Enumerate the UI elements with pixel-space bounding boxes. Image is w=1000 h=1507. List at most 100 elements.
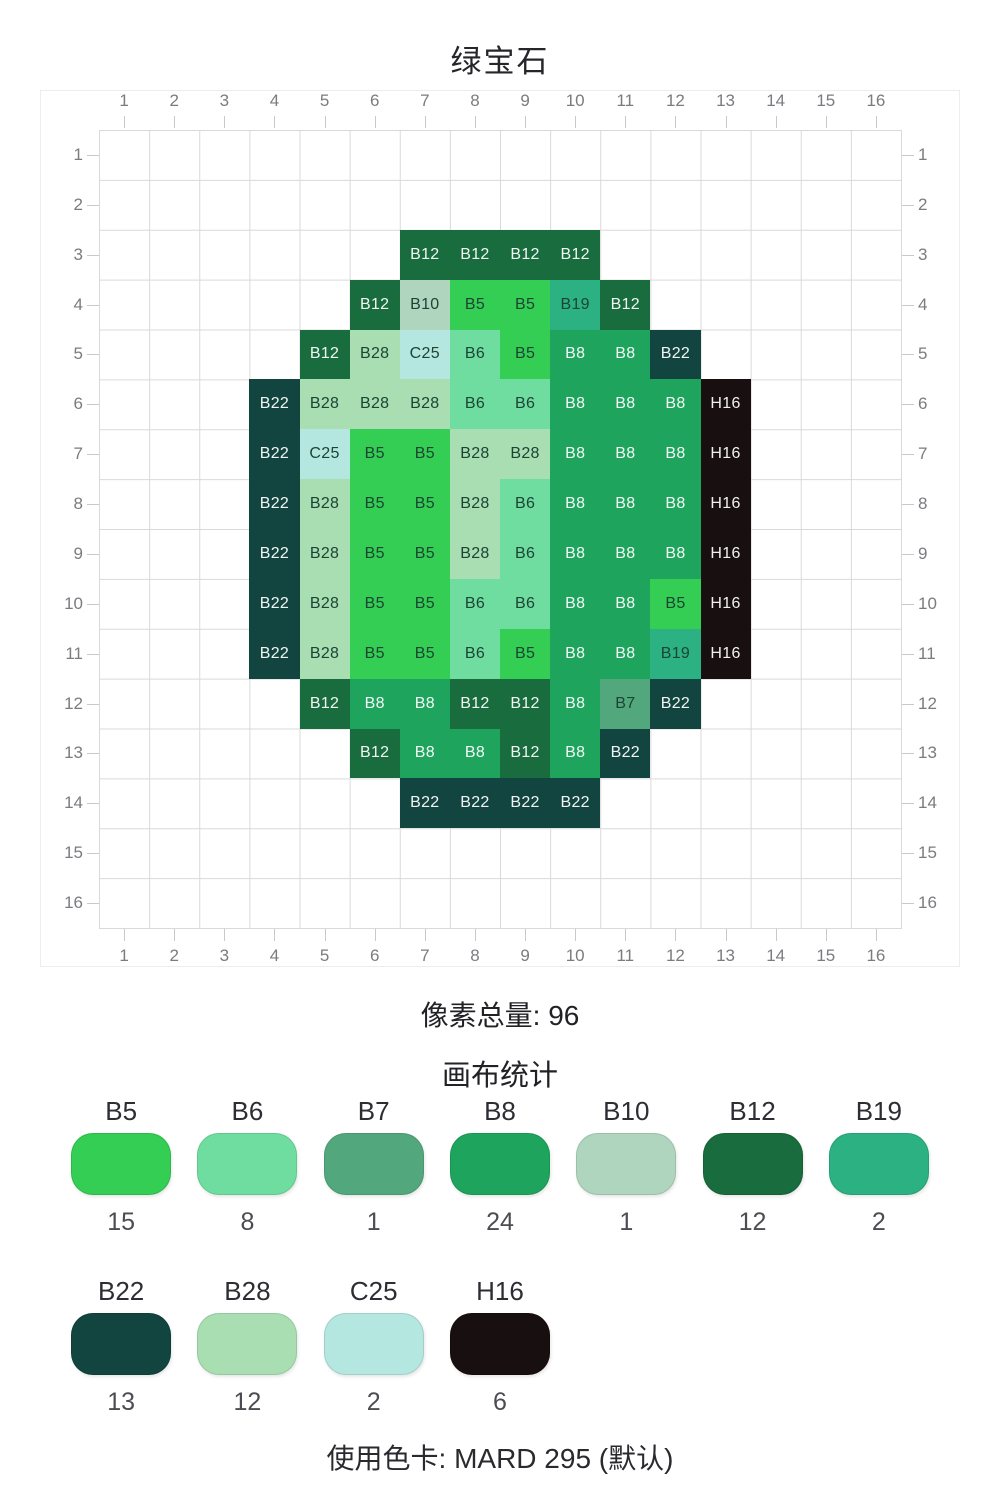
- legend-item-B7: B7 1: [311, 1095, 437, 1237]
- pixel-cell-B8: B8: [399, 678, 450, 729]
- page-title: 绿宝石: [450, 44, 550, 79]
- col-label-top: 13: [716, 91, 736, 110]
- pixel-cell-B28: B28: [299, 379, 350, 430]
- pixel-cell-B19: B19: [650, 628, 701, 679]
- col-tick-bottom: [474, 929, 476, 941]
- pixel-cell-C25: C25: [299, 429, 350, 480]
- color-swatch-B6: [197, 1133, 298, 1195]
- pixel-cell-B8: B8: [449, 728, 500, 779]
- pixel-cell-H16: H16: [700, 628, 751, 679]
- legend-code-label: B8: [484, 1096, 516, 1126]
- pixel-cell-B5: B5: [349, 529, 400, 579]
- pixel-cell-B12: B12: [600, 279, 651, 330]
- col-label-top: 10: [565, 91, 585, 110]
- pixel-cell-B12: B12: [449, 678, 500, 729]
- legend-code-label: B7: [357, 1096, 390, 1126]
- col-tick-top: [775, 116, 777, 128]
- pixel-cell-B8: B8: [550, 479, 601, 529]
- row-label-left: 9: [73, 543, 83, 563]
- col-tick-bottom: [875, 929, 877, 941]
- pixel-cell-B28: B28: [299, 479, 350, 529]
- row-label-right: 5: [918, 344, 928, 364]
- color-swatch-B28: [197, 1313, 298, 1375]
- pixel-cell-H16: H16: [700, 479, 751, 529]
- col-label-top: 12: [665, 91, 685, 110]
- pixel-cell-B28: B28: [299, 529, 350, 579]
- row-label-left: 5: [73, 344, 83, 364]
- row-label-left: 15: [64, 843, 83, 863]
- pixel-cell-B5: B5: [349, 479, 400, 529]
- col-tick-top: [324, 116, 326, 128]
- pixel-cell-B28: B28: [399, 379, 450, 430]
- col-tick-top: [825, 116, 827, 128]
- row-label-right: 4: [918, 294, 928, 314]
- pixel-cell-B22: B22: [249, 628, 300, 679]
- col-label-top: 3: [219, 91, 230, 110]
- row-label-left: 4: [73, 294, 83, 314]
- pixel-cell-B28: B28: [449, 479, 500, 529]
- legend-code-label: B10: [603, 1096, 650, 1126]
- row-label-left: 6: [73, 394, 83, 414]
- col-tick-top: [675, 116, 677, 128]
- pixel-cell-B5: B5: [500, 329, 551, 380]
- col-label-bottom: 3: [219, 946, 230, 965]
- col-label-bottom: 7: [420, 946, 430, 965]
- col-tick-bottom: [374, 929, 376, 941]
- pixel-cell-B8: B8: [550, 379, 601, 430]
- row-label-left: 1: [73, 144, 83, 164]
- row-tick-right: [902, 254, 914, 256]
- pixel-cell-C25: C25: [399, 329, 450, 380]
- pixel-cell-B22: B22: [249, 578, 300, 629]
- row-tick-right: [902, 504, 914, 506]
- row-label-left: 10: [64, 593, 83, 613]
- pixel-cell-B8: B8: [550, 628, 601, 679]
- col-label-top: 14: [766, 91, 786, 110]
- row-tick-right: [902, 753, 914, 755]
- pixel-cell-B8: B8: [550, 529, 601, 579]
- pixel-cell-B5: B5: [399, 628, 450, 679]
- row-label-right: 11: [918, 643, 936, 663]
- pixel-cell-B8: B8: [650, 529, 701, 579]
- pixel-cell-B12: B12: [399, 229, 450, 280]
- legend-item-B5: B5 15: [58, 1095, 184, 1237]
- row-tick-right: [902, 903, 914, 905]
- col-label-bottom: 1: [119, 946, 129, 965]
- pixel-cell-B8: B8: [399, 728, 450, 779]
- pixel-cell-B8: B8: [600, 479, 651, 529]
- col-tick-bottom: [124, 929, 126, 941]
- col-label-top: 15: [816, 91, 836, 110]
- legend-code-label: B19: [855, 1096, 902, 1126]
- pixel-cell-B8: B8: [600, 529, 651, 579]
- pixel-cell-B12: B12: [299, 678, 350, 729]
- pixel-cell-B8: B8: [600, 429, 651, 480]
- row-tick-left: [87, 653, 99, 655]
- legend-item-B28: B28 12: [184, 1275, 310, 1417]
- pattern-chart-card: B12 B12 B12 B12 B12 B10 B5 B5 B19 B12 B12 B28 C25 B6 B…: [40, 90, 960, 967]
- col-tick-bottom: [324, 929, 326, 941]
- row-tick-right: [902, 553, 914, 555]
- pixel-cell-B22: B22: [600, 728, 651, 779]
- row-label-right: 14: [918, 793, 937, 813]
- pixel-cell-B8: B8: [550, 578, 601, 629]
- row-tick-right: [902, 454, 914, 456]
- legend-count: 13: [107, 1388, 136, 1416]
- row-label-right: 2: [918, 194, 928, 214]
- palette-card-note: 使用色卡: MARD 295 (默认): [326, 1443, 674, 1474]
- col-label-bottom: 5: [319, 946, 330, 965]
- pixel-cell-B22: B22: [399, 778, 450, 829]
- row-label-left: 7: [73, 444, 83, 464]
- pixel-cell-B6: B6: [500, 479, 551, 529]
- color-swatch-C25: [323, 1313, 424, 1375]
- col-tick-top: [875, 116, 877, 128]
- pixel-cell-B8: B8: [600, 578, 651, 629]
- col-tick-top: [274, 116, 276, 128]
- col-tick-bottom: [775, 929, 777, 941]
- pixel-cell-B8: B8: [650, 379, 701, 430]
- pixel-cell-B5: B5: [500, 628, 551, 679]
- pixel-cell-B12: B12: [550, 229, 601, 280]
- color-swatch-B7: [323, 1133, 424, 1195]
- col-tick-top: [625, 116, 627, 128]
- col-tick-bottom: [675, 929, 677, 941]
- col-label-bottom: 10: [565, 946, 585, 965]
- col-label-top: 9: [520, 91, 530, 110]
